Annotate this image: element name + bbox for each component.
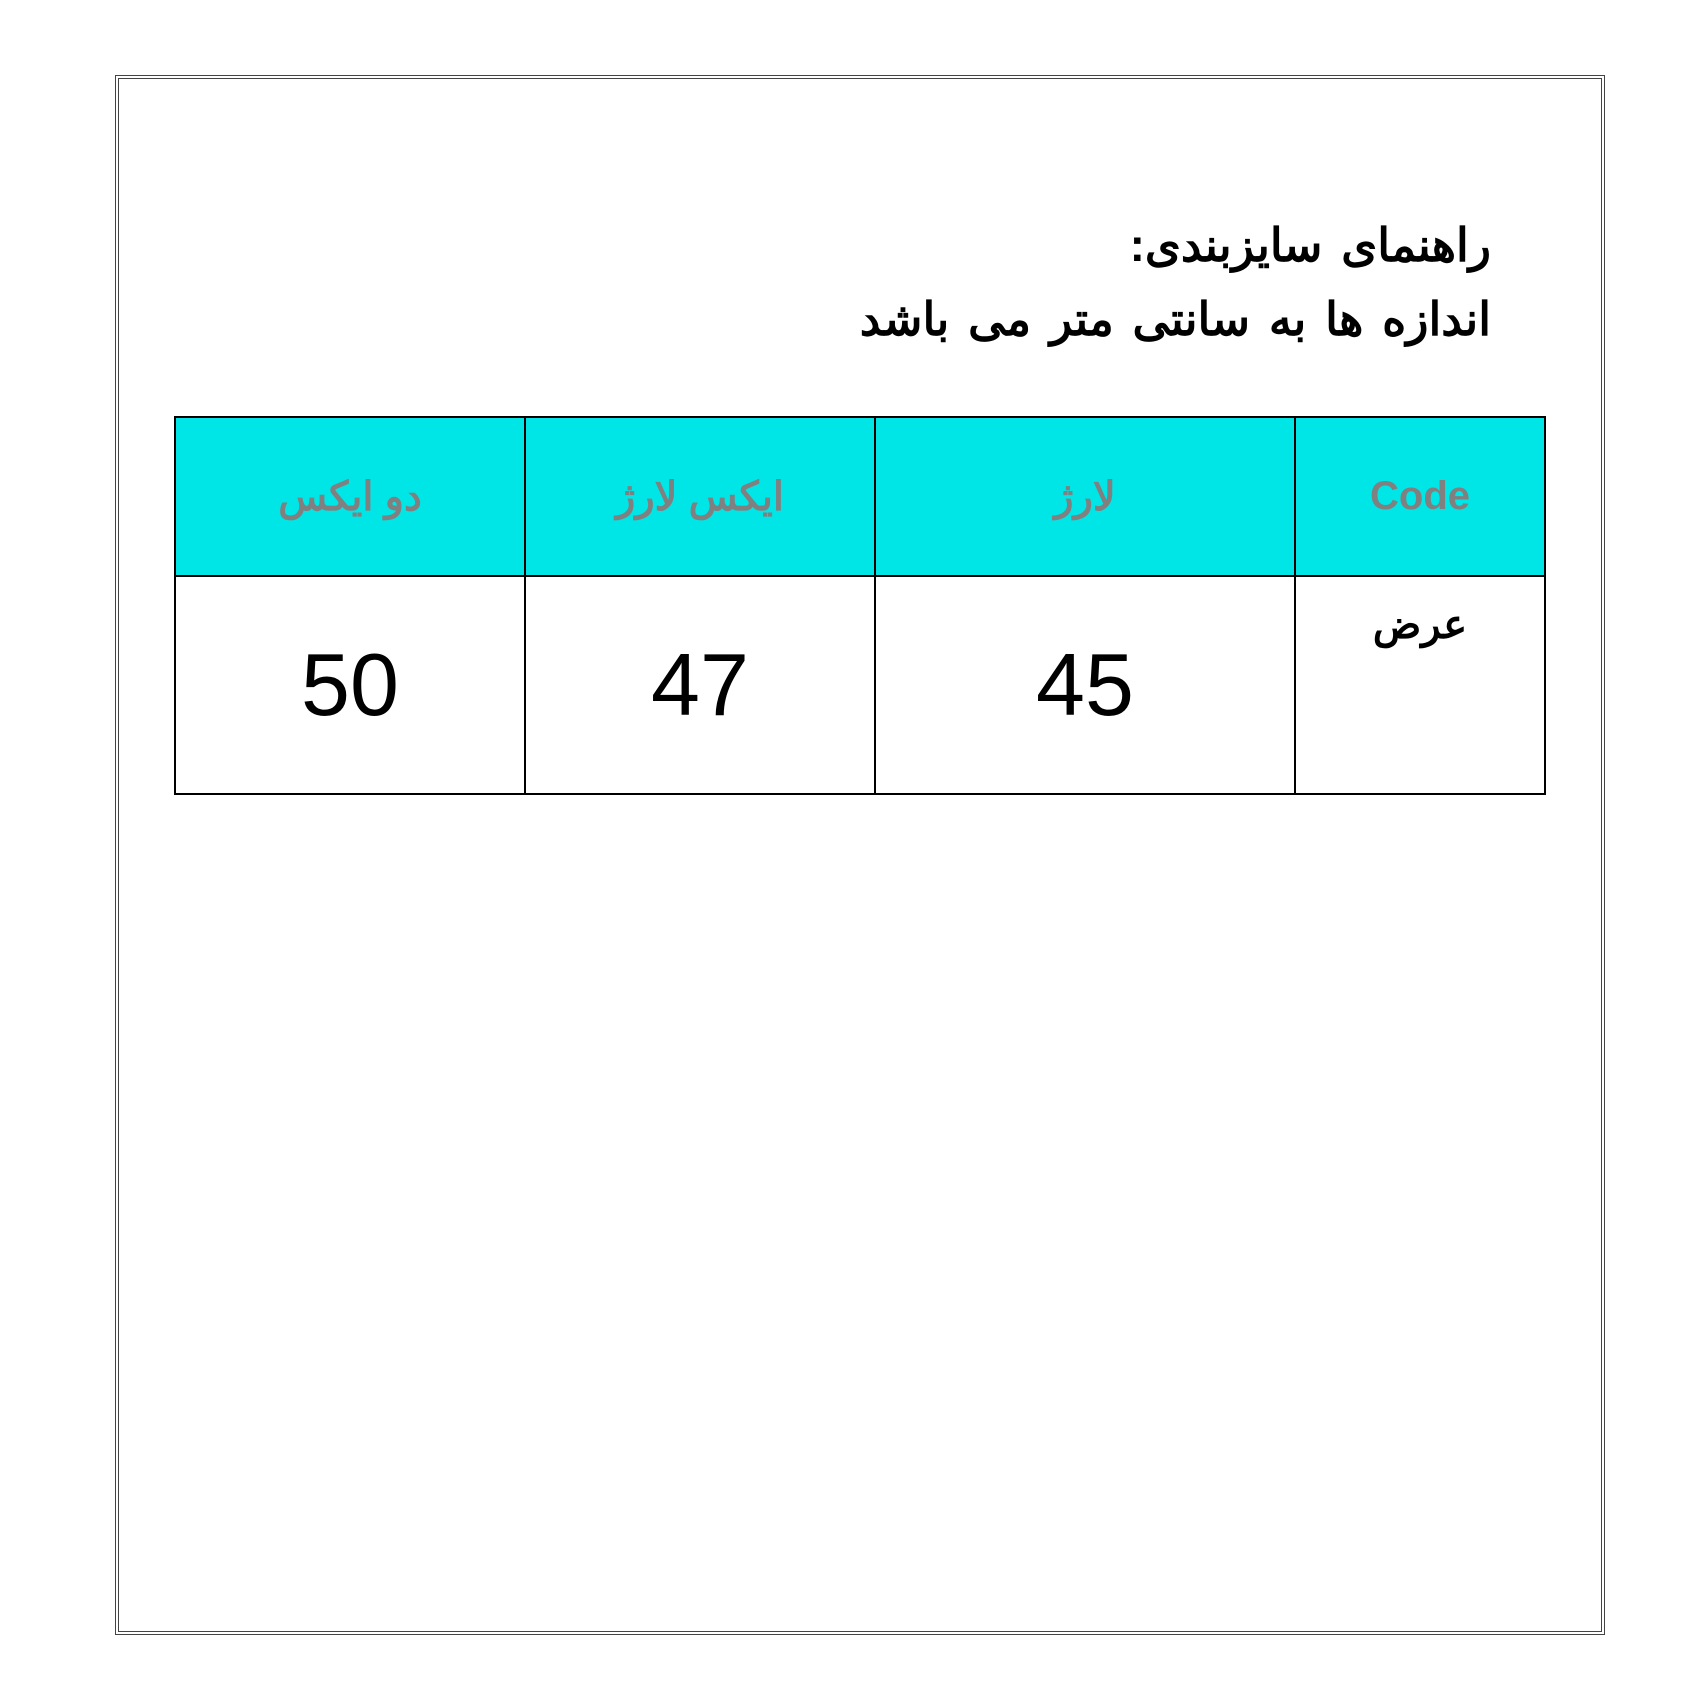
cell-large: 45 — [875, 576, 1295, 794]
cell-xlarge: 47 — [525, 576, 875, 794]
heading-block: راهنمای سایزبندی: اندازه ها به سانتی متر… — [229, 209, 1491, 356]
document-frame: راهنمای سایزبندی: اندازه ها به سانتی متر… — [115, 75, 1605, 1635]
heading-line-2: اندازه ها به سانتی متر می باشد — [229, 283, 1491, 357]
col-header-xlarge: ایکس لارژ — [525, 417, 875, 576]
cell-2x: 50 — [175, 576, 525, 794]
col-header-2x: دو ایکس — [175, 417, 525, 576]
size-table: دو ایکس ایکس لارژ لارژ Code 50 47 45 عرض — [174, 416, 1546, 795]
col-header-code: Code — [1295, 417, 1545, 576]
table-row: 50 47 45 عرض — [175, 576, 1545, 794]
row-label: عرض — [1295, 576, 1545, 794]
heading-line-1: راهنمای سایزبندی: — [229, 209, 1491, 283]
table-header-row: دو ایکس ایکس لارژ لارژ Code — [175, 417, 1545, 576]
col-header-large: لارژ — [875, 417, 1295, 576]
